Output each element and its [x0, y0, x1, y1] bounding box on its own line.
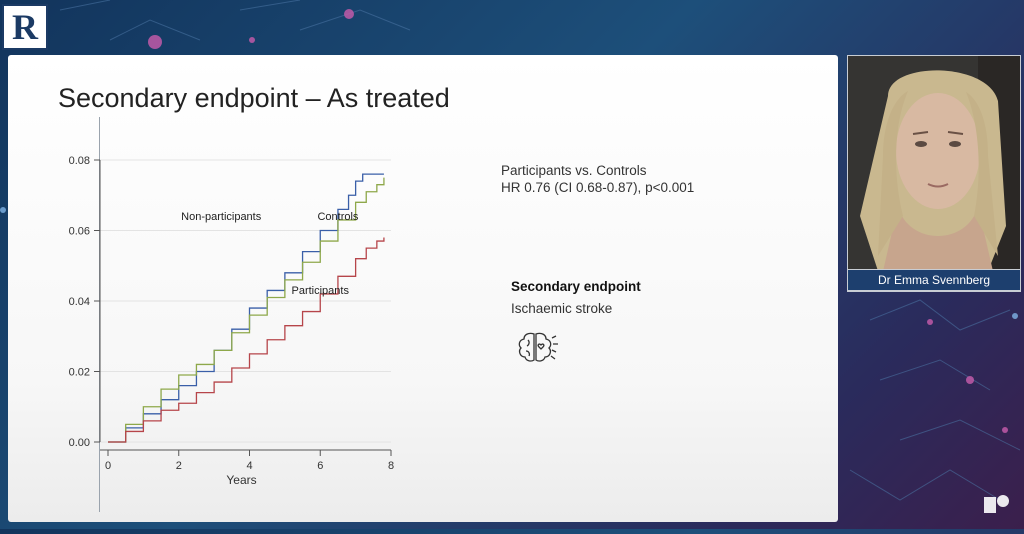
speaker-portrait — [848, 56, 1020, 291]
km-chart: 0.00 0.02 0.04 0.06 0.08 0 2 4 6 8 Years Non-partic… — [69, 155, 394, 487]
slide: Secondary endpoint – As treated 0.00 0.02… — [8, 55, 838, 522]
series-label: Participants — [292, 285, 350, 297]
x-tick-label: 6 — [317, 460, 323, 472]
player-logo-icon — [984, 495, 1009, 513]
y-tick-label: 0.02 — [69, 367, 90, 379]
y-tick-label: 0.00 — [69, 437, 90, 449]
stats-line-2: HR 0.76 (CI 0.68-0.87), p<0.001 — [501, 180, 695, 195]
slide-title: Secondary endpoint – As treated — [58, 83, 450, 113]
logo-letter: R — [12, 7, 38, 47]
x-tick-label: 8 — [388, 460, 394, 472]
series-label: Controls — [317, 211, 358, 223]
x-tick-label: 0 — [105, 460, 111, 472]
speaker-video — [847, 55, 1021, 292]
stats-line-1: Participants vs. Controls — [501, 163, 647, 178]
series-line-participants — [108, 237, 385, 443]
endpoint-title: Secondary endpoint — [511, 279, 641, 294]
series-label: Non-participants — [181, 211, 262, 223]
series-line-controls — [108, 177, 385, 443]
y-tick-label: 0.08 — [69, 155, 90, 167]
brain-heart-icon — [518, 332, 558, 362]
y-tick-label: 0.04 — [69, 296, 90, 308]
x-tick-label: 2 — [176, 460, 182, 472]
speaker-name: Dr Emma Svennberg — [847, 269, 1021, 291]
y-tick-label: 0.06 — [69, 226, 90, 238]
endpoint-name: Ischaemic stroke — [511, 301, 613, 316]
x-axis-label: Years — [226, 473, 256, 487]
logo: R — [2, 4, 48, 50]
x-tick-label: 4 — [246, 460, 252, 472]
